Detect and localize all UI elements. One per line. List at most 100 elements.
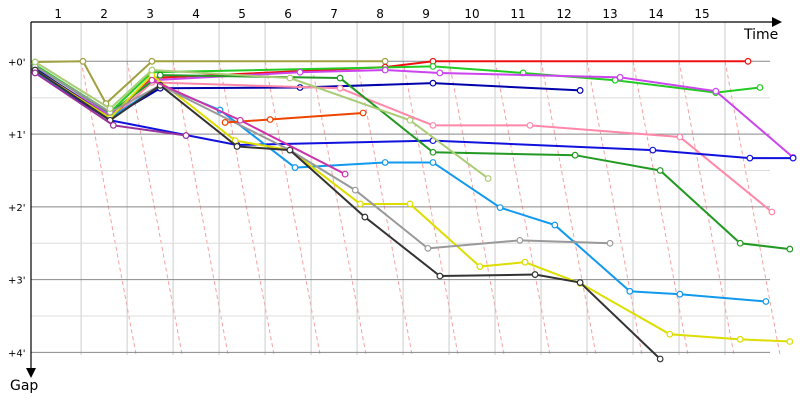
x-tick-label: 4 xyxy=(192,7,200,21)
data-point xyxy=(361,213,369,221)
lap-line xyxy=(356,60,413,356)
data-point xyxy=(341,170,349,178)
data-point xyxy=(786,338,794,345)
data-point xyxy=(649,146,657,154)
data-point xyxy=(616,73,624,81)
data-point xyxy=(626,287,634,295)
series-line xyxy=(34,61,489,180)
lap-line xyxy=(172,60,229,356)
data-point xyxy=(291,164,299,171)
series-line xyxy=(151,79,346,176)
x-axis-label: Time xyxy=(743,27,778,43)
x-tick-label: 2 xyxy=(100,7,108,21)
x-tick-label: 15 xyxy=(694,7,709,21)
x-tick-label: 14 xyxy=(648,7,663,21)
data-point xyxy=(526,121,534,129)
x-tick-label: 11 xyxy=(510,7,525,21)
data-point xyxy=(406,200,414,208)
x-tick-label: 5 xyxy=(238,7,246,21)
lap-line xyxy=(218,60,275,356)
data-point xyxy=(381,159,389,166)
data-point xyxy=(521,258,529,266)
data-point xyxy=(768,208,776,216)
lap-line xyxy=(678,60,735,356)
data-point xyxy=(148,66,156,74)
data-point xyxy=(484,175,492,182)
data-point xyxy=(336,84,344,92)
lap-line xyxy=(448,60,505,356)
data-point xyxy=(148,76,156,84)
data-point xyxy=(576,87,584,94)
data-point xyxy=(266,116,274,123)
data-point xyxy=(744,57,752,65)
data-point xyxy=(656,167,664,174)
data-point xyxy=(106,105,114,113)
data-point xyxy=(429,159,437,166)
lap-line xyxy=(586,60,643,356)
series-line xyxy=(34,69,661,360)
data-point xyxy=(221,119,229,126)
data-point xyxy=(756,84,764,91)
data-point xyxy=(786,245,794,253)
data-point xyxy=(516,236,524,244)
data-point xyxy=(79,57,87,65)
data-point xyxy=(429,62,437,70)
x-tick-label: 3 xyxy=(146,7,154,21)
data-point xyxy=(109,121,117,129)
data-point xyxy=(436,69,444,77)
y-tick-label: +1' xyxy=(8,130,26,141)
series-line xyxy=(225,111,364,124)
data-point xyxy=(571,151,579,159)
lap-line xyxy=(310,60,367,356)
data-point xyxy=(712,87,720,95)
lap-line xyxy=(494,60,551,356)
data-point xyxy=(381,57,389,65)
data-point xyxy=(31,69,39,77)
y-tick-label: +3' xyxy=(8,276,26,287)
data-point xyxy=(381,66,389,74)
data-point xyxy=(356,200,364,208)
data-point xyxy=(286,74,294,82)
data-point xyxy=(182,132,190,139)
data-point xyxy=(429,79,437,87)
lap-line xyxy=(402,60,459,356)
data-point xyxy=(676,133,684,141)
data-point xyxy=(359,109,367,117)
data-point xyxy=(148,57,156,65)
x-tick-label: 10 xyxy=(464,7,479,21)
plot-area xyxy=(31,57,797,363)
data-point xyxy=(424,244,432,252)
lap-line xyxy=(724,60,781,356)
data-point xyxy=(406,116,414,124)
data-point xyxy=(236,116,244,124)
data-point xyxy=(351,186,359,194)
y-axis-arrow xyxy=(26,368,36,378)
data-point xyxy=(156,71,164,79)
data-point xyxy=(789,154,797,162)
data-point xyxy=(762,298,770,305)
data-point xyxy=(606,239,614,247)
x-tick-label: 12 xyxy=(556,7,571,21)
lap-line xyxy=(632,60,689,356)
x-tick-label: 13 xyxy=(602,7,617,21)
data-point xyxy=(476,263,484,270)
data-point xyxy=(336,74,344,82)
data-point xyxy=(736,335,744,343)
data-point xyxy=(576,279,584,286)
y-tick-label: +2' xyxy=(8,203,26,214)
series-line xyxy=(34,65,611,250)
x-tick-label: 9 xyxy=(422,7,430,21)
y-tick-label: +0' xyxy=(8,57,26,68)
data-point xyxy=(676,290,684,298)
data-point xyxy=(429,121,437,129)
data-point xyxy=(496,204,504,211)
data-point xyxy=(666,330,674,338)
data-point xyxy=(286,146,294,154)
y-tick-label: +4' xyxy=(8,348,26,359)
data-point xyxy=(231,137,239,145)
data-point xyxy=(429,148,437,156)
series-line xyxy=(34,64,761,114)
data-point xyxy=(656,355,664,363)
data-point xyxy=(551,221,559,229)
